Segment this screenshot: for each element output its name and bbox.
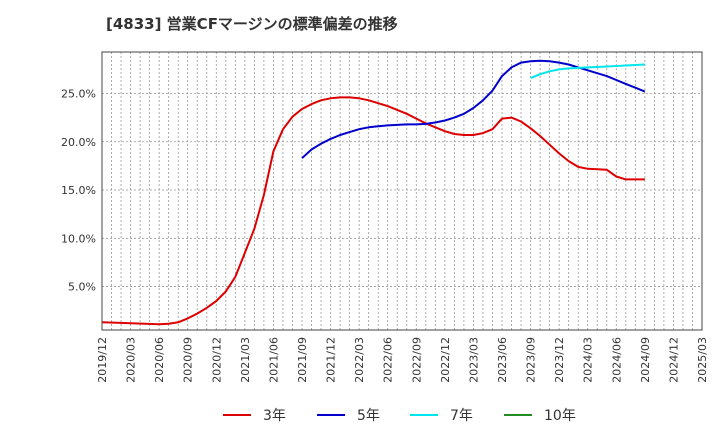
x-tick-label: 2020/06	[153, 337, 166, 383]
x-tick-label: 2023/12	[553, 337, 566, 383]
legend-label-1: 5年	[357, 408, 380, 424]
series-line-0	[101, 96, 645, 326]
x-axis-ticks: 2019/12 2020/03 2020/06 2020/09 2020/12 2021/…	[96, 337, 709, 383]
grid-layer	[102, 52, 702, 330]
x-tick-label: 2025/03	[696, 337, 709, 383]
x-tick-label: 2024/12	[667, 337, 680, 383]
legend-label-3: 10年	[544, 408, 576, 424]
legend-label-0: 3年	[263, 408, 286, 424]
x-tick-label: 2024/09	[639, 337, 652, 383]
x-tick-label: 2023/06	[496, 337, 509, 383]
series-layer	[101, 59, 646, 326]
x-tick-label: 2024/03	[582, 337, 595, 383]
plot-frame	[101, 51, 703, 331]
x-tick-label: 2022/09	[410, 337, 423, 383]
x-tick-label: 2020/09	[182, 337, 195, 383]
y-axis-ticks: 5.0% 10.0% 15.0% 20.0% 25.0%	[61, 88, 96, 294]
x-tick-label: 2020/12	[210, 337, 223, 383]
y-tick-label: 15.0%	[61, 184, 96, 197]
x-tick-label: 2020/03	[125, 337, 138, 383]
y-tick-label: 10.0%	[61, 232, 96, 245]
x-tick-label: 2022/06	[382, 337, 395, 383]
y-tick-label: 25.0%	[61, 88, 96, 101]
x-tick-label: 2019/12	[96, 337, 109, 383]
x-tick-label: 2022/12	[439, 337, 452, 383]
legend-label-2: 7年	[450, 408, 473, 424]
x-tick-label: 2021/09	[296, 337, 309, 383]
y-tick-label: 20.0%	[61, 136, 96, 149]
x-tick-label: 2021/06	[267, 337, 280, 383]
x-tick-label: 2021/03	[239, 337, 252, 383]
x-tick-label: 2023/03	[467, 337, 480, 383]
y-tick-label: 5.0%	[68, 281, 96, 294]
series-line-2	[530, 63, 645, 80]
plot-area	[102, 52, 702, 330]
x-tick-label: 2023/09	[525, 337, 538, 383]
chart-title: [4833] 営業CFマージンの標準偏差の推移	[106, 15, 398, 33]
x-tick-label: 2021/12	[325, 337, 338, 383]
x-tick-label: 2024/06	[610, 337, 623, 383]
legend: 3年 5年 7年 10年	[223, 408, 576, 424]
x-tick-label: 2022/03	[353, 337, 366, 383]
series-line-1	[301, 59, 646, 159]
